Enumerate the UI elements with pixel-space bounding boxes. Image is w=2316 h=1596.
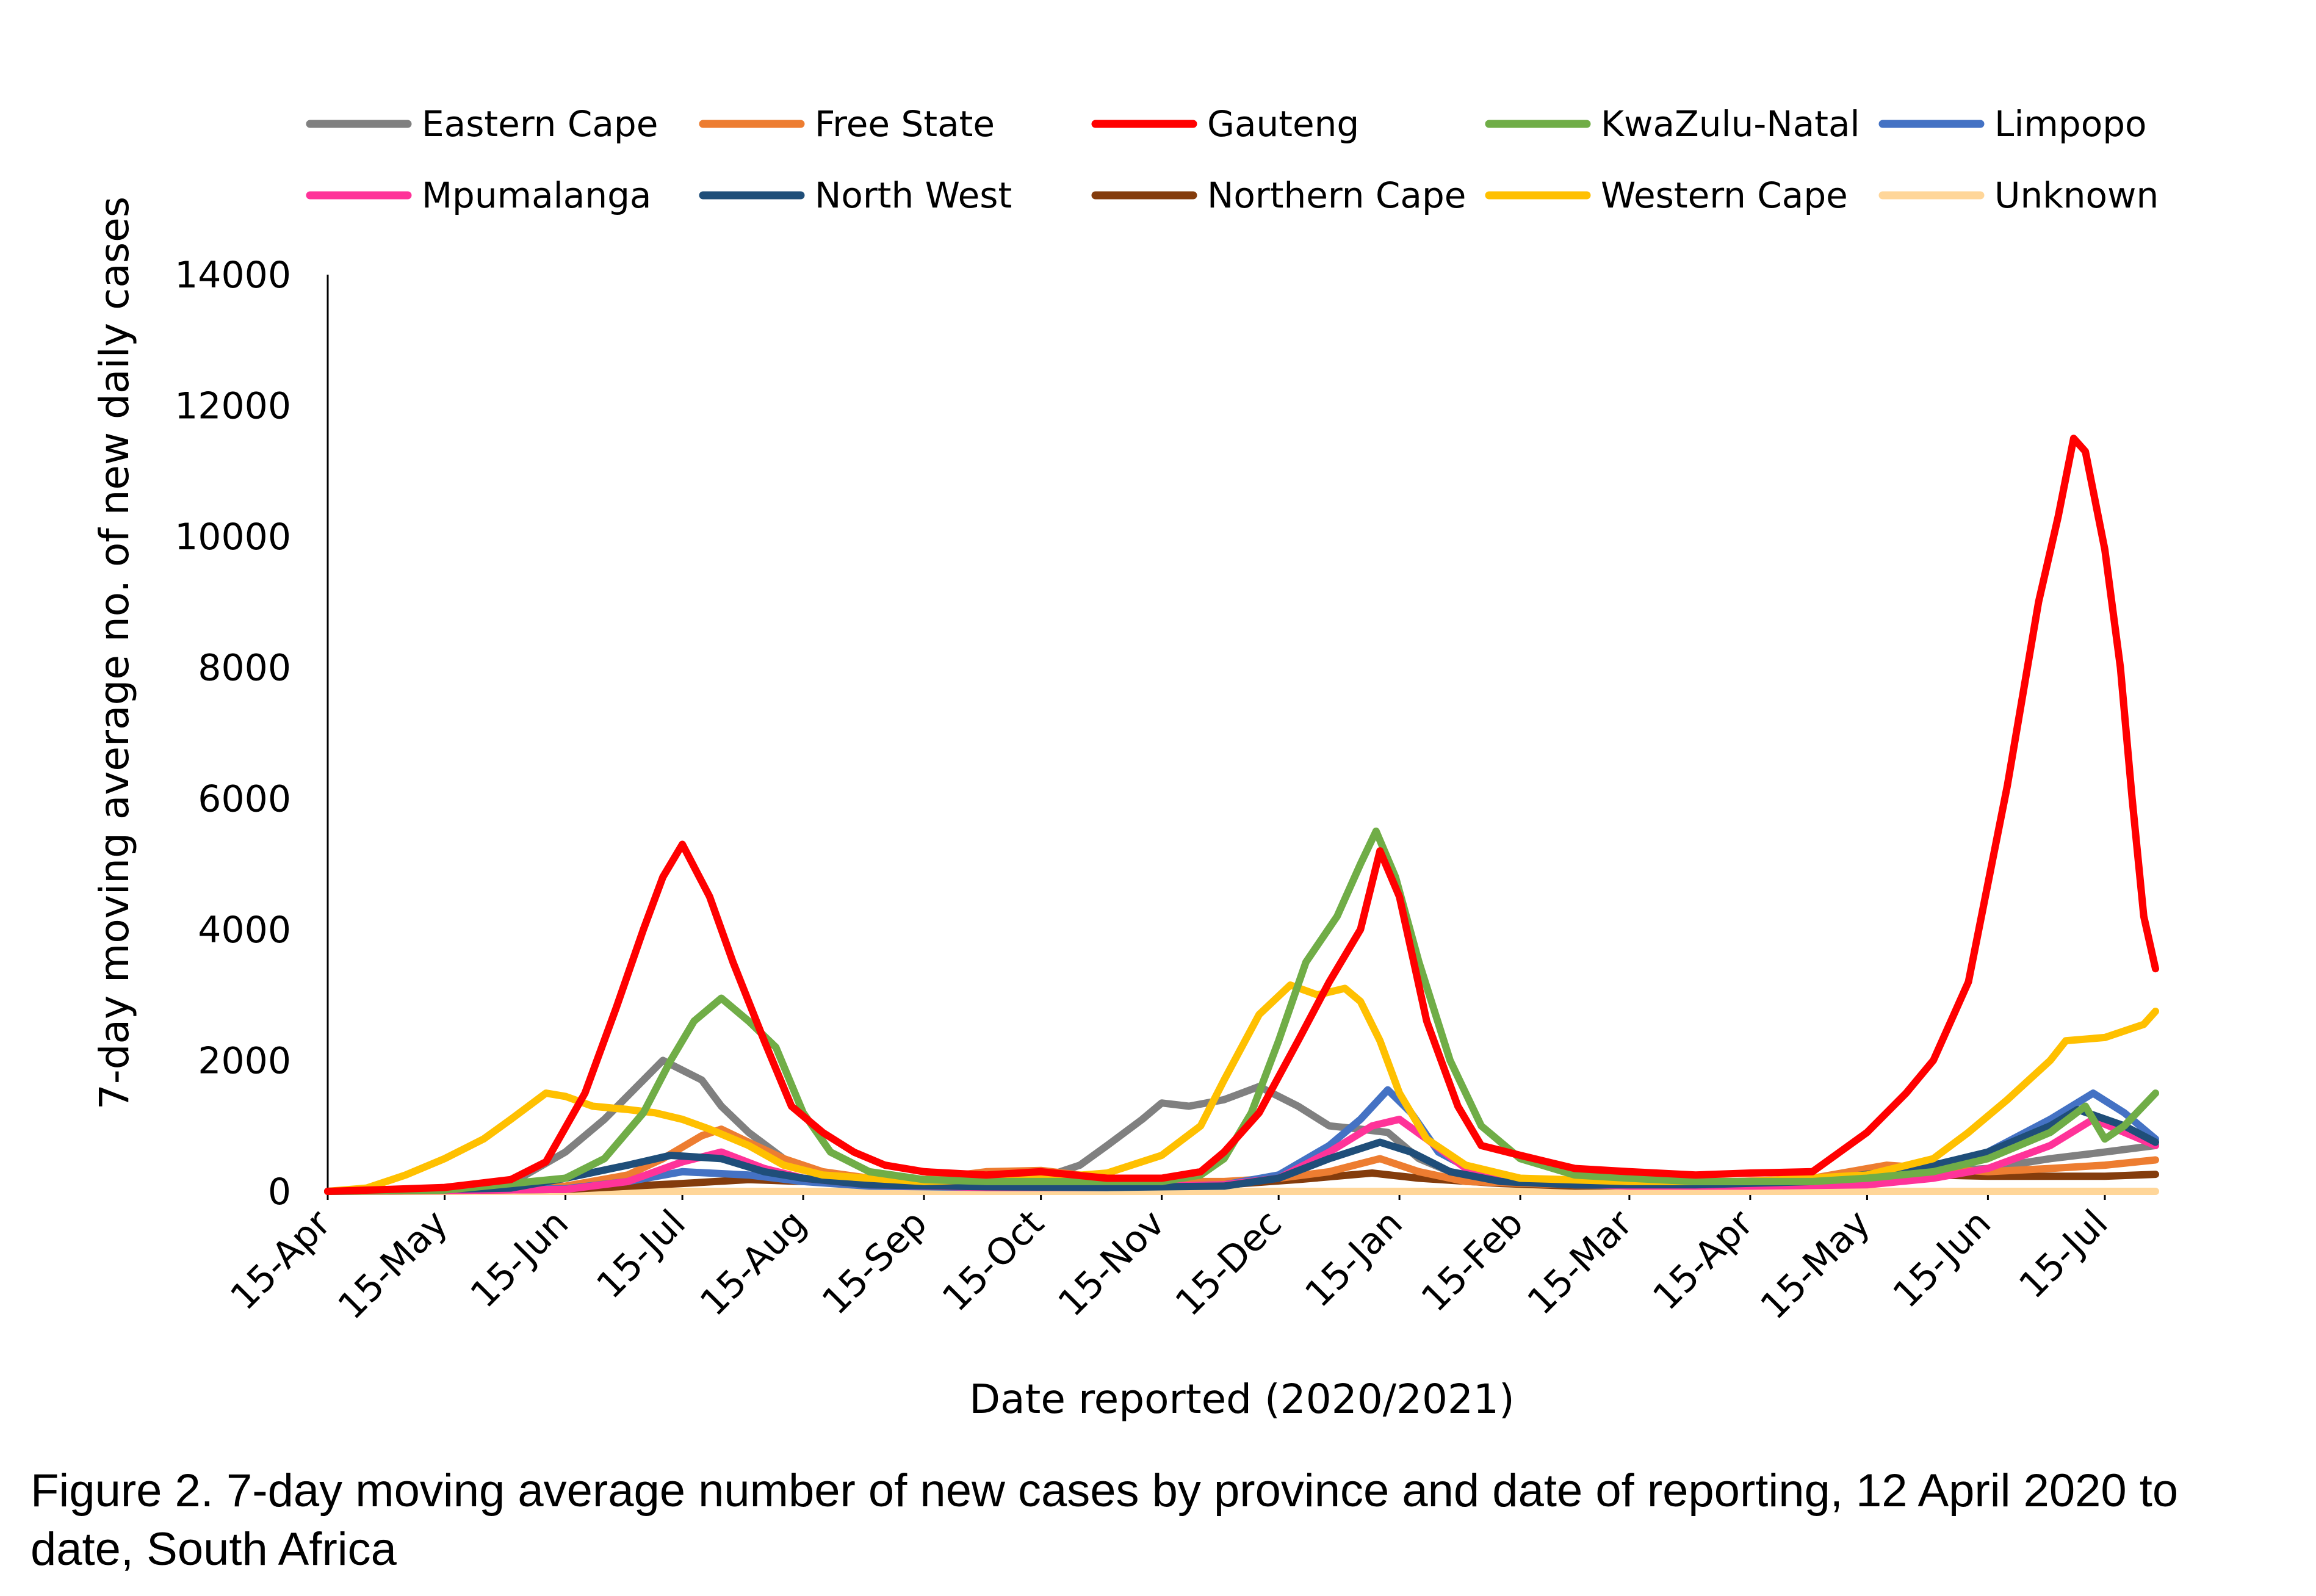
x-tick-label: 15-Jan: [1297, 1202, 1411, 1316]
x-tick-label: 15-Jun: [1885, 1202, 1999, 1316]
x-tick-label: 15-Dec: [1167, 1202, 1290, 1324]
x-tick-label: 15-Mar: [1520, 1202, 1641, 1323]
legend-label-western-cape: Western Cape: [1601, 175, 1848, 216]
legend-label-limpopo: Limpopo: [1994, 103, 2147, 145]
y-tick-label: 8000: [198, 647, 291, 690]
x-tick-label: 15-Aug: [692, 1202, 815, 1324]
y-axis: 0 2000 4000 6000 8000 10000 12000 14000: [175, 254, 329, 1213]
legend-label-gauteng: Gauteng: [1207, 103, 1359, 145]
series-line-western-cape: [324, 981, 2159, 1195]
line-chart: Eastern Cape Free State Gauteng KwaZulu-Nat…: [91, 103, 2159, 1423]
y-tick-label: 4000: [198, 909, 291, 951]
series-line-kwazulu-natal: [324, 827, 2159, 1195]
x-tick-label: 15-Jul: [588, 1202, 693, 1307]
plot-area: [324, 435, 2159, 1195]
x-tick-label: 15-Apr: [222, 1202, 339, 1318]
y-axis-title: 7-day moving average no. of new daily ca…: [91, 197, 138, 1110]
series-line-north-west: [324, 1105, 2159, 1195]
legend: Eastern Cape Free State Gauteng KwaZulu-Nat…: [306, 103, 2159, 216]
y-tick-label: 14000: [175, 254, 291, 297]
x-tick-label: 15-May: [1753, 1202, 1879, 1328]
series-line-mpumalanga: [324, 1116, 2159, 1195]
x-tick-label: 15-May: [330, 1202, 456, 1328]
y-tick-label: 0: [268, 1171, 291, 1213]
x-tick-label: 15-Nov: [1050, 1202, 1174, 1325]
y-tick-label: 12000: [175, 385, 291, 428]
y-tick-label: 10000: [175, 516, 291, 558]
legend-label-northern-cape: Northern Cape: [1207, 175, 1466, 216]
x-tick-label: 15-Sep: [814, 1202, 936, 1323]
legend-label-north-west: North West: [815, 175, 1012, 216]
x-tick-label: 15-Apr: [1645, 1202, 1761, 1318]
legend-label-mpumalanga: Mpumalanga: [422, 175, 651, 216]
x-tick-label: 15-Jul: [2011, 1202, 2116, 1307]
legend-label-unknown: Unknown: [1994, 175, 2159, 216]
figure-caption: Figure 2. 7-day moving average number of…: [31, 1465, 2179, 1575]
y-tick-label: 2000: [198, 1039, 291, 1082]
series-line-gauteng: [324, 435, 2159, 1195]
x-tick-label: 15-Oct: [934, 1202, 1052, 1320]
legend-label-free-state: Free State: [815, 103, 995, 145]
x-tick-label: 15-Feb: [1413, 1202, 1532, 1320]
legend-label-kwazulu-natal: KwaZulu-Natal: [1601, 103, 1860, 145]
x-axis-title: Date reported (2020/2021): [969, 1376, 1514, 1423]
x-tick-label: 15-Jun: [463, 1202, 577, 1316]
legend-label-eastern-cape: Eastern Cape: [422, 103, 658, 145]
y-tick-label: 6000: [198, 778, 291, 820]
